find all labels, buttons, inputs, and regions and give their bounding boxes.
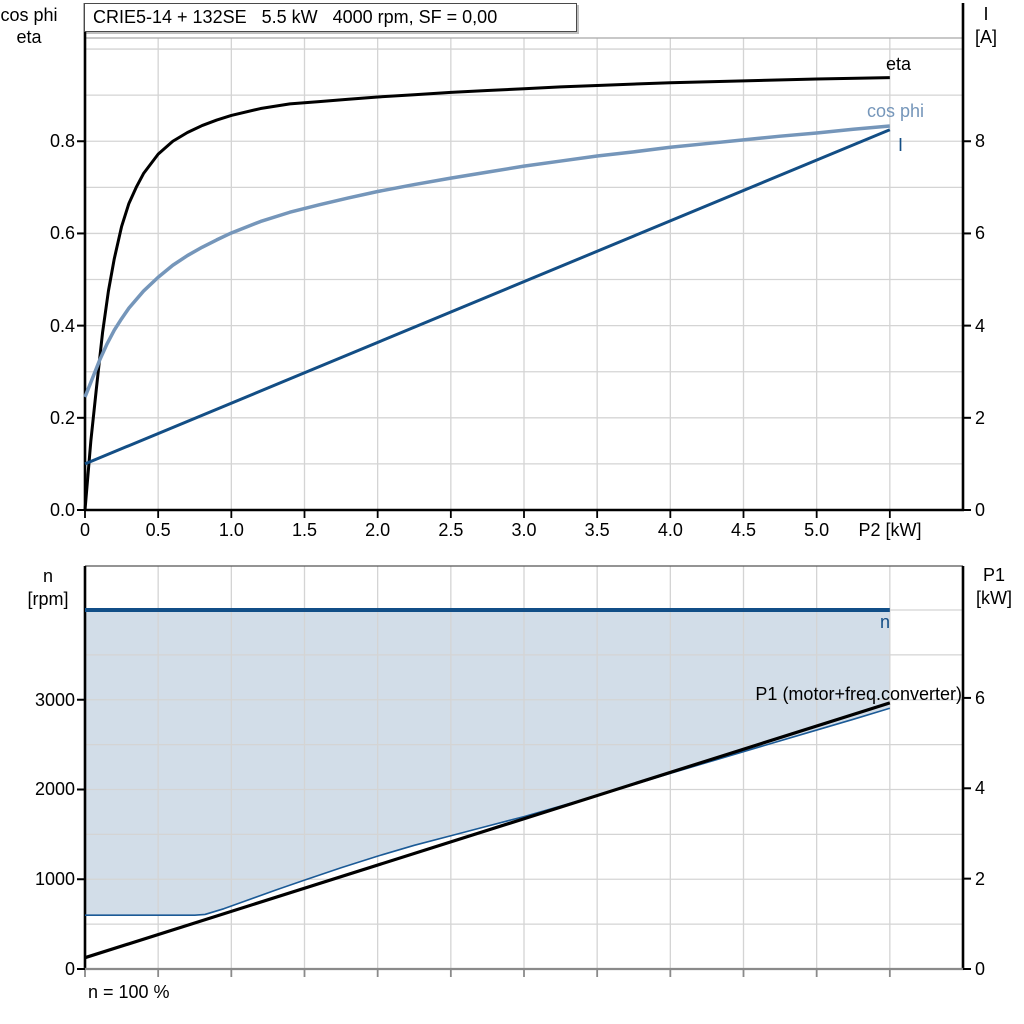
top-left-axis-title-eta: eta <box>16 27 42 47</box>
x-tick-label: 1.0 <box>218 520 244 540</box>
y-right-tick-label: 0 <box>975 959 986 979</box>
y-left-tick-label: 3000 <box>34 689 75 710</box>
bottom-left-axis-title-n: n <box>42 566 53 586</box>
x-tick-label: 4.5 <box>730 520 757 540</box>
bottom-right-axis-title-p1: P1 <box>982 565 1006 585</box>
y-left-tick-label: 0.2 <box>49 407 75 428</box>
y-right-tick-label: 0 <box>975 500 986 520</box>
series-i <box>84 128 891 466</box>
y-right-tick-label: 4 <box>975 778 986 799</box>
curve-label-cosphi: cos phi <box>867 101 925 121</box>
x-tick-label: 2.0 <box>365 520 391 540</box>
x-tick-label: 5.0 <box>804 520 830 540</box>
top-left-axis-title-cosphi: cos phi <box>0 5 58 25</box>
x-tick-label: 1.5 <box>291 520 318 540</box>
y-left-tick-label: 0.0 <box>49 500 75 520</box>
x-tick-label: 2.5 <box>438 520 464 540</box>
x-tick-label: 0.5 <box>145 520 171 540</box>
y-right-tick-label: 6 <box>975 687 986 708</box>
y-left-tick-label: 1000 <box>34 869 75 890</box>
speed-annotation: n = 100 % <box>88 982 170 1002</box>
y-right-tick-label: 2 <box>975 868 986 889</box>
x-tick-label: 4.0 <box>657 520 683 540</box>
y-right-tick-label: 4 <box>975 315 986 336</box>
bottom-left-axis-title-rpm: [rpm] <box>27 589 69 609</box>
y-left-tick-label: 0 <box>64 959 75 979</box>
chart-title-box: CRIE5-14 + 132SE 5.5 kW 4000 rpm, SF = 0… <box>84 3 577 32</box>
series-speed-range-lower-boundary <box>85 707 891 916</box>
series-cos-phi <box>83 124 890 398</box>
x-axis-unit-label: P2 [kW] <box>858 520 922 540</box>
y-right-tick-label: 8 <box>975 131 986 152</box>
bottom-right-axis-title-kw: [kW] <box>976 588 1012 608</box>
y-left-tick-label: 0.8 <box>49 131 75 152</box>
curve-label-p1: P1 (motor+freq.converter) <box>755 684 962 704</box>
top-right-axis-title-amp: [A] <box>974 27 997 47</box>
curve-label-n: n <box>880 612 891 632</box>
y-left-tick-label: 2000 <box>34 779 75 800</box>
series-p1-motor-freq-converter- <box>84 701 891 960</box>
x-tick-label: 3.5 <box>584 520 610 540</box>
chart-title: CRIE5-14 + 132SE 5.5 kW 4000 rpm, SF = 0… <box>93 7 498 27</box>
series-eta <box>83 76 890 511</box>
speed-range-area <box>85 609 890 916</box>
y-right-tick-label: 6 <box>975 223 986 244</box>
y-left-tick-label: 0.4 <box>49 315 75 336</box>
curve-label-eta: eta <box>886 54 912 74</box>
y-left-tick-label: 0.6 <box>49 223 75 244</box>
x-tick-label: 0 <box>79 520 90 540</box>
x-tick-label: 3.0 <box>511 520 537 540</box>
curve-label-i: I <box>898 135 904 155</box>
top-right-axis-title-i: I <box>983 4 989 24</box>
y-right-tick-label: 2 <box>975 407 986 428</box>
